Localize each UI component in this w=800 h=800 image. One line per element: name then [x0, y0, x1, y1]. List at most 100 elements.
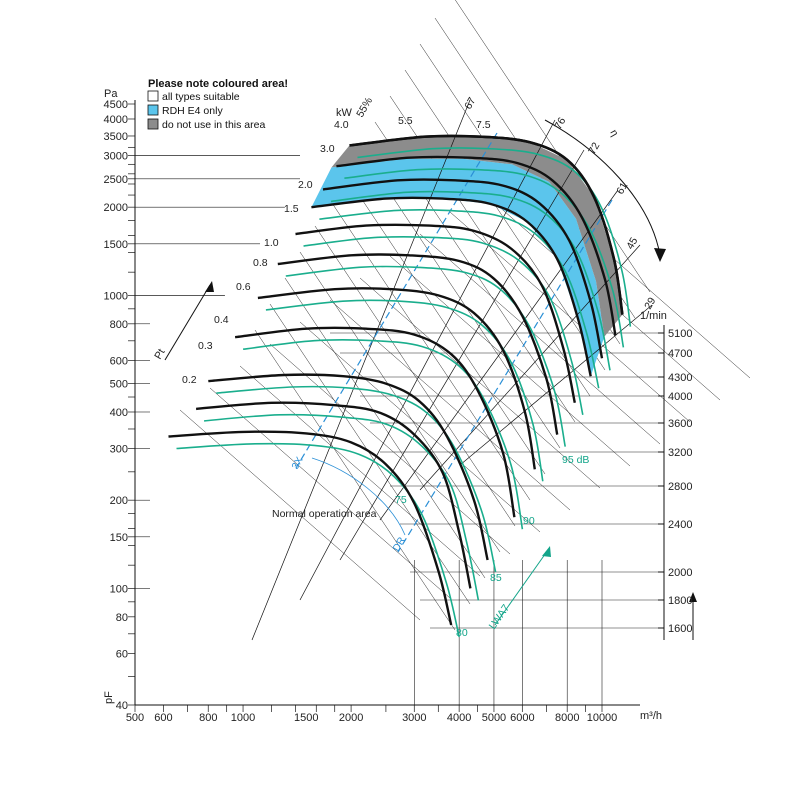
lwa-arrow-head: [542, 546, 551, 557]
y-tick-label: 4500: [104, 99, 128, 111]
field-grid-line: [404, 69, 606, 371]
efficiency-label: 29: [642, 295, 658, 311]
efficiency-label: 72: [586, 140, 602, 156]
y-tick-label: 1500: [104, 239, 128, 251]
y-tick-label: 100: [110, 583, 128, 595]
speed-tick-label: 4000: [668, 391, 692, 403]
field-grid-line: [254, 329, 456, 631]
legend-label-do-not-use: do not use in this area: [162, 119, 265, 131]
y-tick-label: 2000: [104, 202, 128, 214]
speed-curves: [168, 134, 624, 626]
y-tick-label: 300: [110, 444, 128, 456]
legend: Please note coloured area! all types sui…: [147, 78, 288, 131]
speed-tick-label: 2800: [668, 481, 692, 493]
speed-tick-label: 3200: [668, 447, 692, 459]
x-tick-label: 2000: [339, 712, 363, 724]
efficiency-arc: [544, 119, 661, 256]
power-label: 7.5: [476, 119, 491, 131]
legend-title: Please note coloured area!: [148, 78, 288, 90]
noise-curve-1600: [176, 442, 460, 638]
x-tick-label: 600: [154, 712, 172, 724]
efficiency-ray: [339, 149, 585, 561]
power-label: 0.2: [182, 374, 197, 386]
noise-curve-3200: [285, 265, 566, 447]
noise-label: 95 dB: [562, 454, 589, 466]
legend-swatch-rdh: [147, 104, 159, 116]
legend-swatch-suitable: [147, 90, 159, 102]
optimum-arc: [311, 457, 406, 536]
efficiency-ray: [459, 304, 653, 466]
field-grid-line: [449, 211, 691, 423]
power-label: 4.0: [334, 119, 349, 131]
upper-limit-curve: [349, 134, 624, 315]
x-tick-label: 5000: [482, 712, 506, 724]
noise-curve-1800: [204, 413, 480, 601]
x-tick-label: 8000: [555, 712, 579, 724]
x-tick-label: 1500: [294, 712, 318, 724]
noise-curves: [176, 147, 632, 638]
field-grid-line: [329, 299, 571, 511]
speed-curve-3600: [295, 223, 576, 404]
speed-curve-4700: [336, 155, 617, 336]
y-tick-label: 400: [110, 407, 128, 419]
speed-axis-arrow-head: [689, 592, 697, 602]
y-tick-label: 150: [110, 532, 128, 544]
efficiency-symbol: η: [607, 128, 620, 139]
x-tick-label: 800: [199, 712, 217, 724]
efficiency-label: 76: [552, 115, 568, 131]
efficiency-label: 67: [462, 95, 478, 111]
efficiency-label: 61: [614, 180, 630, 196]
x-tick-label: 500: [126, 712, 144, 724]
speed-tick-label: 2400: [668, 519, 692, 531]
power-unit: kW: [336, 107, 353, 119]
y-tick-label: 4000: [104, 114, 128, 126]
field-grid-line: [419, 233, 661, 445]
y-tick-label: 3000: [104, 151, 128, 163]
speed-curve-4000: [311, 196, 592, 377]
speed-tick-label: 5100: [668, 328, 692, 340]
speed-tick-label: 3600: [668, 418, 692, 430]
speed-curve-2000: [208, 373, 489, 561]
y-tick-label: 60: [116, 648, 128, 660]
power-label: 0.6: [236, 281, 251, 293]
y-tick-label: 1000: [104, 290, 128, 302]
speed-tick-label: 4700: [668, 348, 692, 360]
speed-curve-3200: [277, 253, 559, 435]
speed-tick-label: 1600: [668, 623, 692, 635]
speed-curve-2400: [234, 326, 516, 518]
normal-operation-label: Normal operation area: [272, 508, 377, 520]
field-grid-line: [269, 303, 471, 605]
field-grid-line: [299, 321, 541, 533]
speed-curve-1800: [195, 401, 472, 589]
x-tick-label: 3000: [402, 712, 426, 724]
field-grid-line: [239, 365, 481, 577]
x-axis-unit: m³/h: [640, 710, 662, 722]
axes: 500 600 800 1000 1500 2000 3000 4000 5000 6000 800…: [104, 99, 693, 724]
y-tick-label: 500: [110, 379, 128, 391]
field-grid-line: [284, 277, 486, 579]
y-tick-label: 80: [116, 612, 128, 624]
noise-label: 90: [523, 515, 535, 527]
noise-curve-5100: [357, 147, 632, 327]
rdh-only-area: [311, 158, 605, 377]
lwa-label: LWA7: [487, 602, 513, 631]
legend-label-rdh: RDH E4 only: [162, 105, 223, 117]
noise-curve-2000: [216, 385, 497, 573]
noise-label: 75: [395, 494, 407, 506]
y-axis-unit: Pa: [104, 88, 118, 100]
legend-swatch-do-not-use: [147, 118, 159, 130]
x-tick-label: 1000: [231, 712, 255, 724]
lwa-arrow: [494, 549, 549, 626]
optimum-label-3x: 3X: [290, 455, 306, 471]
noise-label: 80: [456, 627, 468, 639]
power-label: 0.4: [214, 314, 229, 326]
y-tick-label: 800: [110, 319, 128, 331]
field-grid-line: [299, 251, 501, 553]
noise-curve-2800: [265, 299, 544, 482]
noise-curve-2400: [243, 338, 524, 530]
speed-curve-2800: [257, 287, 536, 470]
speed-axis-unit: 1/min: [640, 310, 667, 322]
efficiency-label: 55%: [354, 95, 375, 119]
legend-label-suitable: all types suitable: [162, 91, 240, 103]
